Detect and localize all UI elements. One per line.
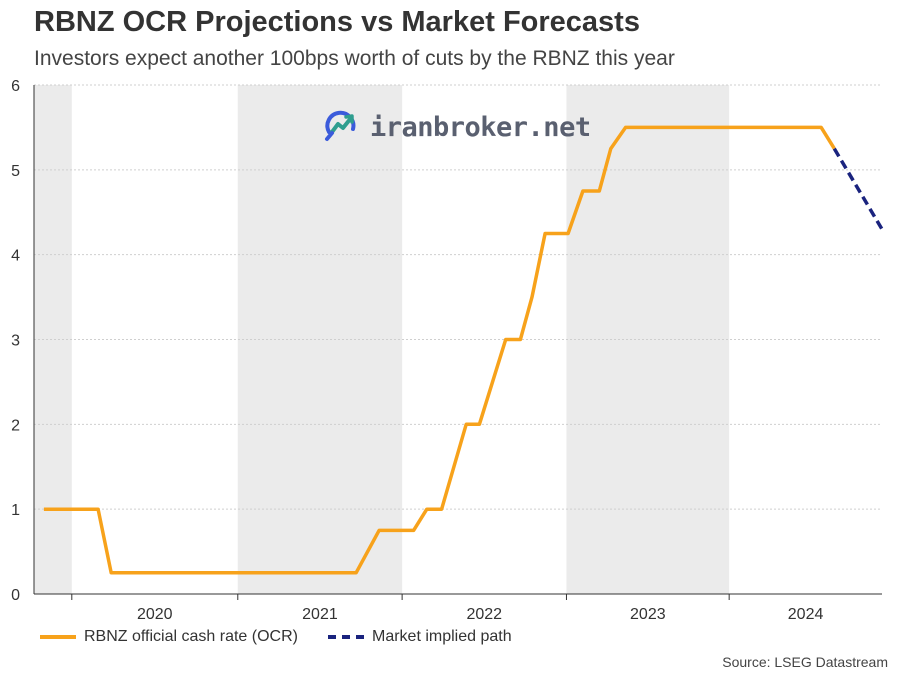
x-tick-label-2024: 2024: [788, 606, 824, 623]
x-tick-label-2021: 2021: [302, 606, 338, 623]
legend-item-market: Market implied path: [327, 628, 512, 646]
gridlines: [34, 84, 882, 510]
chart-title: RBNZ OCR Projections vs Market Forecasts: [34, 6, 640, 38]
y-tick-label-6: 6: [11, 78, 20, 95]
y-tick-label-4: 4: [11, 248, 20, 265]
legend-swatch-market: [327, 635, 364, 639]
axes: [33, 85, 882, 600]
tick-labels: 0 1 2 3 4 5 6 2020 2021 2022 2023 2024: [11, 78, 823, 623]
source-note: Source: LSEG Datastream: [722, 654, 888, 670]
x-tick-label-2022: 2022: [466, 606, 502, 623]
y-tick-label-3: 3: [11, 333, 20, 350]
legend-item-ocr: RBNZ official cash rate (OCR): [40, 628, 298, 646]
legend-label-market: Market implied path: [371, 628, 512, 645]
x-tick-label-2023: 2023: [630, 606, 666, 623]
series-lines: [43, 125, 884, 575]
legend: RBNZ official cash rate (OCR) Market imp…: [40, 628, 542, 646]
watermark: iranbroker.net: [322, 106, 591, 149]
x-tick-label-2020: 2020: [137, 606, 173, 623]
y-tick-label-2: 2: [11, 417, 20, 434]
legend-label-ocr: RBNZ official cash rate (OCR): [84, 628, 298, 645]
watermark-logo-icon: [322, 106, 360, 149]
series-line-market-implied: [832, 147, 884, 231]
series-line-ocr: [43, 125, 836, 575]
y-tick-label-0: 0: [11, 587, 20, 604]
y-tick-label-1: 1: [11, 502, 20, 519]
legend-swatch-ocr: [40, 635, 76, 639]
chart-subtitle: Investors expect another 100bps worth of…: [34, 47, 675, 70]
y-tick-label-5: 5: [11, 163, 20, 180]
watermark-text: iranbroker.net: [370, 112, 591, 143]
